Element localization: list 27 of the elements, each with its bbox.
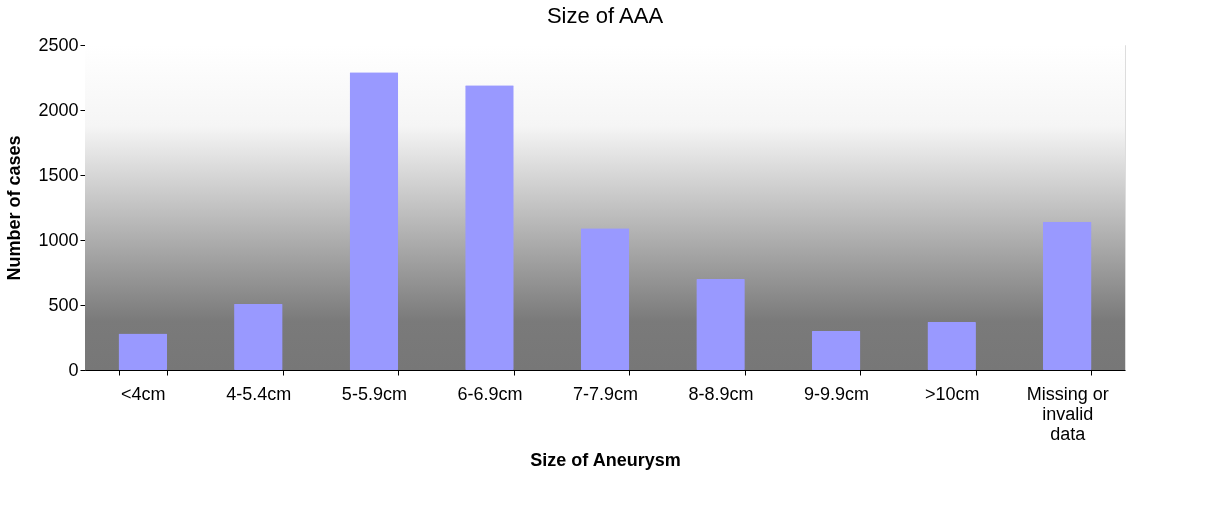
y-axis-title: Number of cases (4, 135, 25, 281)
bar (580, 228, 630, 370)
bar (465, 85, 514, 370)
bar (1042, 221, 1092, 370)
x-tick-label: 5-5.9cm (341, 383, 407, 404)
y-tick-label: 500 (48, 294, 79, 315)
bar (234, 303, 283, 370)
bar (118, 333, 168, 370)
x-tick-label: 9-9.9cm (804, 383, 870, 404)
y-tick-label: 0 (68, 359, 79, 380)
bar (696, 279, 745, 370)
y-tick-label: 2000 (38, 99, 79, 120)
y-tick-label: 1500 (38, 164, 79, 185)
x-tick-label: 7-7.9cm (572, 383, 639, 404)
x-tick-label: 8-8.9cm (688, 383, 754, 404)
y-tick-label: 1000 (38, 229, 79, 250)
x-tick-label: >10cm (924, 383, 980, 404)
bar (927, 321, 976, 370)
x-axis-title: Size of Aneurysm (530, 449, 681, 470)
bar (811, 331, 861, 370)
chart-title: Size of AAA (546, 3, 664, 28)
x-tick-label: Missing or invalid data (1026, 383, 1109, 444)
y-tick-label: 2500 (38, 34, 79, 55)
x-tick-label: 4-5.4cm (226, 383, 292, 404)
bar (349, 72, 399, 370)
x-tick-label: 6-6.9cm (457, 383, 523, 404)
x-tick-label: <4cm (121, 383, 166, 404)
